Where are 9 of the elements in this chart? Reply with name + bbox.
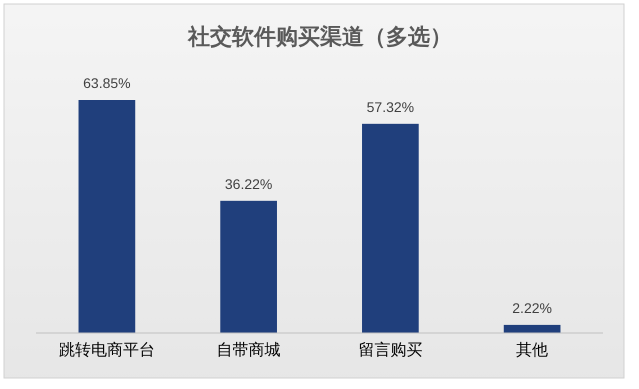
- data-label: 57.32%: [366, 98, 414, 115]
- data-label: 36.22%: [224, 176, 272, 192]
- data-label: 63.85%: [83, 75, 131, 91]
- chart-title: 社交软件购买渠道（多选）: [187, 24, 452, 50]
- x-tick-label: 跳转电商平台: [58, 340, 155, 360]
- x-tick-label: 留言购买: [358, 340, 422, 360]
- x-tick-label: 自带商城: [216, 340, 281, 360]
- x-tick-label: 其他: [516, 340, 548, 360]
- data-label: 2.22%: [512, 300, 552, 316]
